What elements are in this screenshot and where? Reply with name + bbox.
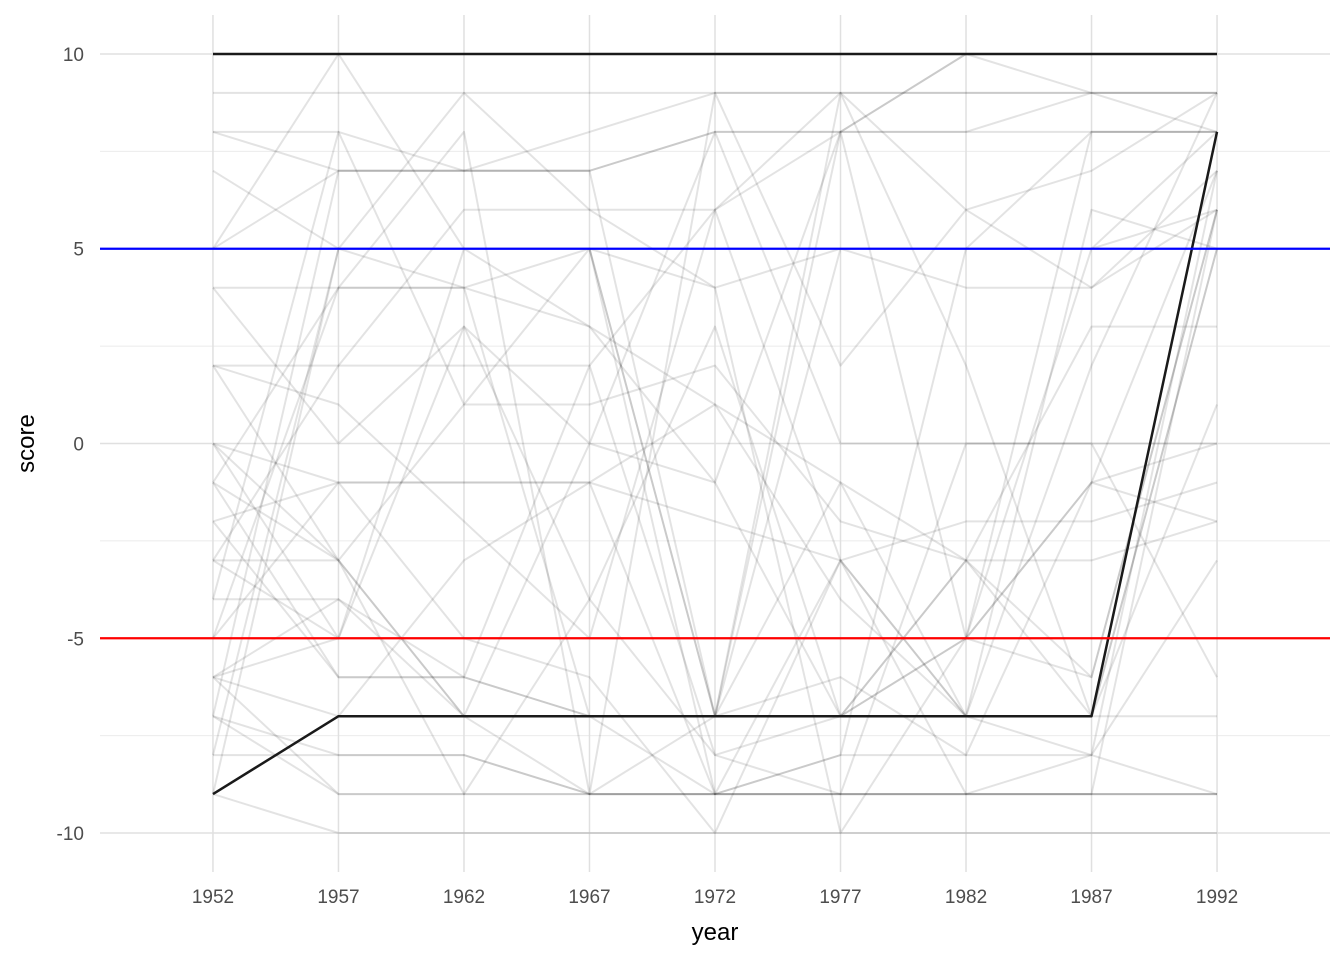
series-line — [213, 91, 1217, 172]
series-line — [212, 325, 1217, 562]
x-tick-label: 1987 — [1070, 887, 1112, 908]
x-tick-label: 1992 — [1196, 887, 1238, 908]
x-tick-label: 1962 — [443, 887, 485, 908]
x-tick-label: 1967 — [568, 887, 610, 908]
series-line — [213, 754, 1217, 796]
series-line — [212, 364, 1218, 757]
series-line — [212, 208, 1218, 834]
y-axis-title: score — [13, 414, 40, 473]
x-axis-title: year — [692, 919, 739, 946]
series-line — [212, 325, 1217, 796]
series-line — [212, 170, 1218, 796]
series-line — [212, 91, 1218, 795]
series-line — [212, 130, 1218, 678]
series-line — [212, 91, 1218, 796]
series-line — [212, 130, 1217, 250]
x-tick-label: 1982 — [945, 887, 987, 908]
x-tick-label: 1952 — [192, 887, 234, 908]
y-tick-label: 10 — [63, 45, 84, 66]
highlighted-series-group — [212, 52, 1219, 796]
x-tick-label: 1957 — [317, 887, 359, 908]
series-line — [213, 91, 1218, 367]
series-line — [212, 481, 1218, 834]
x-tick-label: 1977 — [819, 887, 861, 908]
series-line — [212, 403, 1218, 757]
series-line — [212, 209, 1218, 796]
series-line — [212, 676, 1217, 796]
y-tick-label: -10 — [57, 824, 84, 845]
reference-lines-group — [100, 247, 1330, 640]
x-tick-label: 1972 — [694, 887, 736, 908]
series-line — [212, 793, 1217, 834]
series-line — [212, 91, 1218, 172]
series-line — [212, 481, 1218, 796]
y-tick-labels: -10 -5 0 5 10 — [57, 45, 84, 845]
y-tick-label: -5 — [67, 629, 84, 650]
series-line — [212, 715, 1217, 796]
highlighted-series-line — [212, 131, 1219, 796]
x-tick-labels: 1952 1957 1962 1967 1972 1977 1982 1987 1992 — [192, 887, 1238, 908]
y-tick-label: 5 — [73, 240, 84, 261]
series-line — [212, 53, 1217, 640]
series-line — [212, 130, 1217, 796]
y-tick-label: 0 — [73, 435, 84, 456]
